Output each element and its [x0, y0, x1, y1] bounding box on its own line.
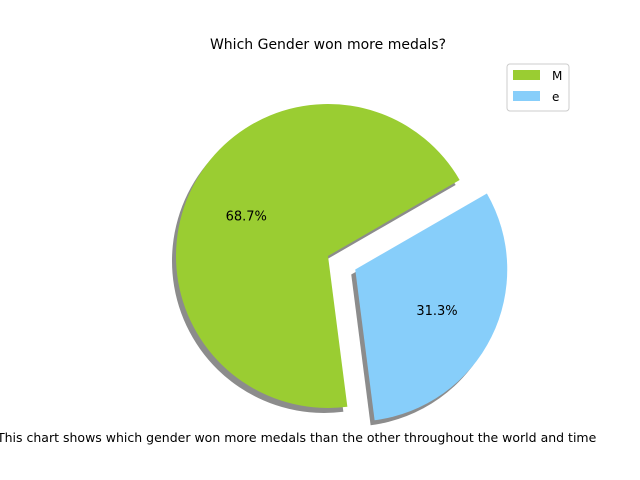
slice-m — [176, 103, 460, 408]
slice-label-e: 31.3% — [416, 304, 457, 319]
legend-label-e: e — [552, 90, 559, 104]
pie-slices — [176, 103, 508, 421]
chart-caption: This chart shows which gender won more m… — [0, 430, 597, 445]
legend-label-m: M — [552, 69, 562, 83]
chart-title: Which Gender won more medals? — [210, 37, 446, 53]
slice-labels: 68.7% 31.3% — [226, 210, 458, 319]
slice-label-m: 68.7% — [226, 210, 267, 225]
legend: M e — [506, 63, 570, 112]
legend-swatch-m — [513, 70, 540, 80]
legend-swatch-e — [513, 91, 540, 101]
slice-e — [355, 193, 508, 421]
